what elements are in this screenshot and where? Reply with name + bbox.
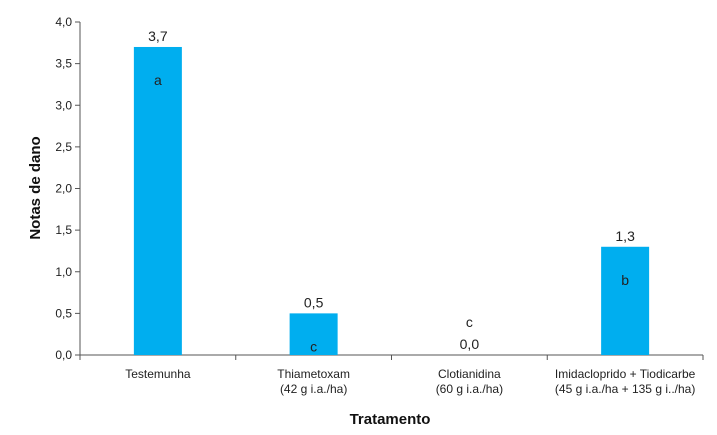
y-tick-label: 2,0	[55, 182, 72, 196]
y-tick-label: 4,0	[55, 15, 72, 29]
x-tick-label: Clotianidina	[438, 367, 501, 381]
data-label: 0,5	[304, 294, 324, 310]
plot-area: 0,0 0,5 1,0 1,5 2,0 2,5 3,0 3,5 4,0 3,7 a Testemunh…	[55, 15, 704, 396]
y-tick-label: 3,5	[55, 57, 72, 71]
x-tick-label: (45 g i.a./ha + 135 g i../ha)	[555, 382, 695, 396]
x-tick-label: (42 g i.a./ha)	[280, 382, 347, 396]
y-tick-label: 0,0	[55, 348, 72, 362]
x-tick-label: (60 g i.a./ha)	[436, 382, 503, 396]
data-label: 3,7	[148, 28, 168, 44]
y-axis-title: Notas de dano	[27, 136, 44, 239]
x-tick-label: Thiametoxam	[277, 367, 350, 381]
significance-letter: b	[621, 272, 629, 288]
bar	[133, 46, 182, 355]
data-label: 0,0	[460, 336, 480, 352]
y-tick-label: 0,5	[55, 306, 72, 320]
bar	[601, 246, 650, 355]
significance-letter: c	[310, 338, 317, 354]
x-tick-label: Testemunha	[125, 367, 191, 381]
y-tick-label: 3,0	[55, 98, 72, 112]
data-label: 1,3	[615, 228, 635, 244]
x-tick-label: Imidacloprido + Tiodicarbe	[555, 367, 696, 381]
bar	[289, 313, 338, 355]
significance-letter: c	[466, 314, 473, 330]
significance-letter: a	[154, 72, 162, 88]
y-tick-label: 2,5	[55, 140, 72, 154]
y-tick-label: 1,5	[55, 223, 72, 237]
y-tick-label: 1,0	[55, 265, 72, 279]
x-axis-title: Tratamento	[350, 411, 431, 428]
